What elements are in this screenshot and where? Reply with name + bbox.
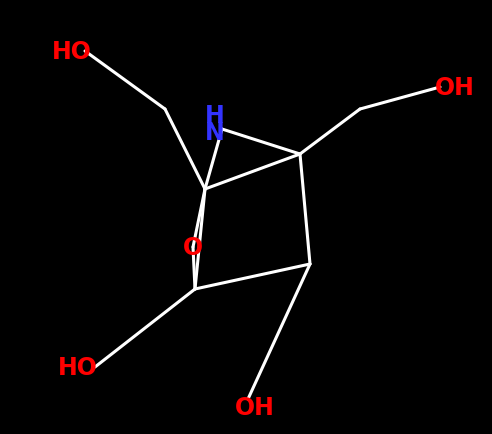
Text: O: O: [183, 236, 203, 260]
Text: OH: OH: [435, 76, 475, 100]
Text: HO: HO: [52, 40, 92, 64]
Text: OH: OH: [235, 395, 275, 419]
Text: HO: HO: [58, 355, 98, 379]
Text: N: N: [205, 121, 225, 145]
Text: H: H: [205, 104, 225, 128]
